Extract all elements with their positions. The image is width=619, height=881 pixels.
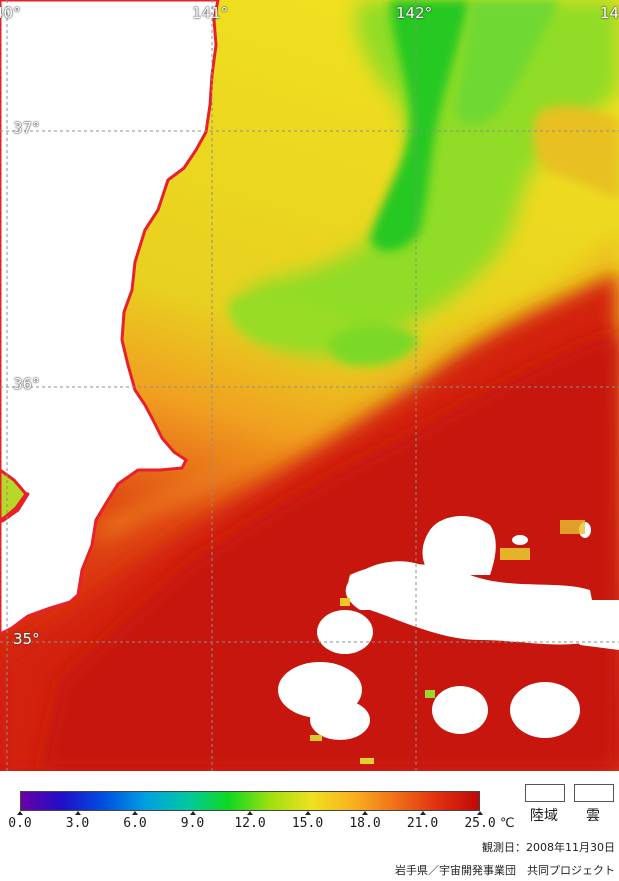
scale-tick-label: 3.0	[65, 816, 90, 831]
scale-tick-label: 6.0	[123, 816, 147, 831]
scale-tick	[362, 811, 368, 815]
scale-tick-label: 25.0	[464, 816, 496, 831]
longitude-label: 40°	[0, 4, 21, 22]
land-legend-swatch	[525, 784, 565, 802]
warm-current-core	[40, 330, 619, 771]
scale-tick-label: 9.0	[180, 816, 205, 831]
longitude-label: 14	[600, 4, 619, 22]
sst-map: 40° 141° 142° 14 37° 36° 35°	[0, 0, 619, 771]
scale-tick	[74, 811, 81, 815]
cold-water-east	[455, 0, 560, 125]
cloud-legend-swatch	[574, 784, 614, 802]
cloud-legend-label: 雲	[586, 808, 600, 824]
transition-band	[90, 240, 619, 545]
land-honshu	[0, 0, 220, 636]
scale-tick-label: 12.0	[234, 816, 266, 831]
scale-tick	[419, 811, 426, 815]
scale-tick	[17, 811, 23, 815]
cold-water-south-patch	[328, 325, 420, 367]
graticule	[0, 0, 619, 771]
longitude-label: 142°	[396, 4, 433, 22]
scale-tick	[477, 811, 483, 815]
scale-tick	[189, 811, 196, 815]
scale-tick	[247, 811, 253, 815]
longitude-label: 141°	[192, 4, 229, 22]
observation-date: 観測日：2008年11月30日	[482, 841, 615, 854]
temperature-color-scale	[20, 791, 480, 811]
warm-patch-northeast	[533, 105, 619, 200]
cold-water-core	[370, 0, 470, 251]
temperature-unit: ℃	[500, 816, 515, 831]
legend-panel: ℃ 陸域 雲 観測日：2008年11月30日 岩手県／宇宙開発事業団 共同プロジ…	[0, 771, 619, 881]
cloud-cover	[278, 515, 619, 740]
scale-tick-label: 21.0	[406, 816, 439, 831]
scale-tick-label: 15.0	[291, 816, 324, 831]
latitude-label: 35°	[13, 630, 40, 648]
scale-tick	[304, 811, 311, 815]
land-legend-label: 陸域	[530, 808, 558, 824]
latitude-label: 36°	[13, 375, 40, 393]
credit-line: 岩手県／宇宙開発事業団 共同プロジェクト	[395, 864, 615, 877]
latitude-label: 37°	[13, 119, 40, 137]
cold-water-west-patch	[228, 296, 350, 345]
scale-tick-label: 18.0	[349, 816, 381, 831]
scale-tick	[132, 811, 138, 815]
scale-tick-label: 0.0	[8, 816, 32, 831]
sea-surface-temperature-image	[0, 0, 619, 771]
cloud-edge-patches	[310, 520, 585, 764]
